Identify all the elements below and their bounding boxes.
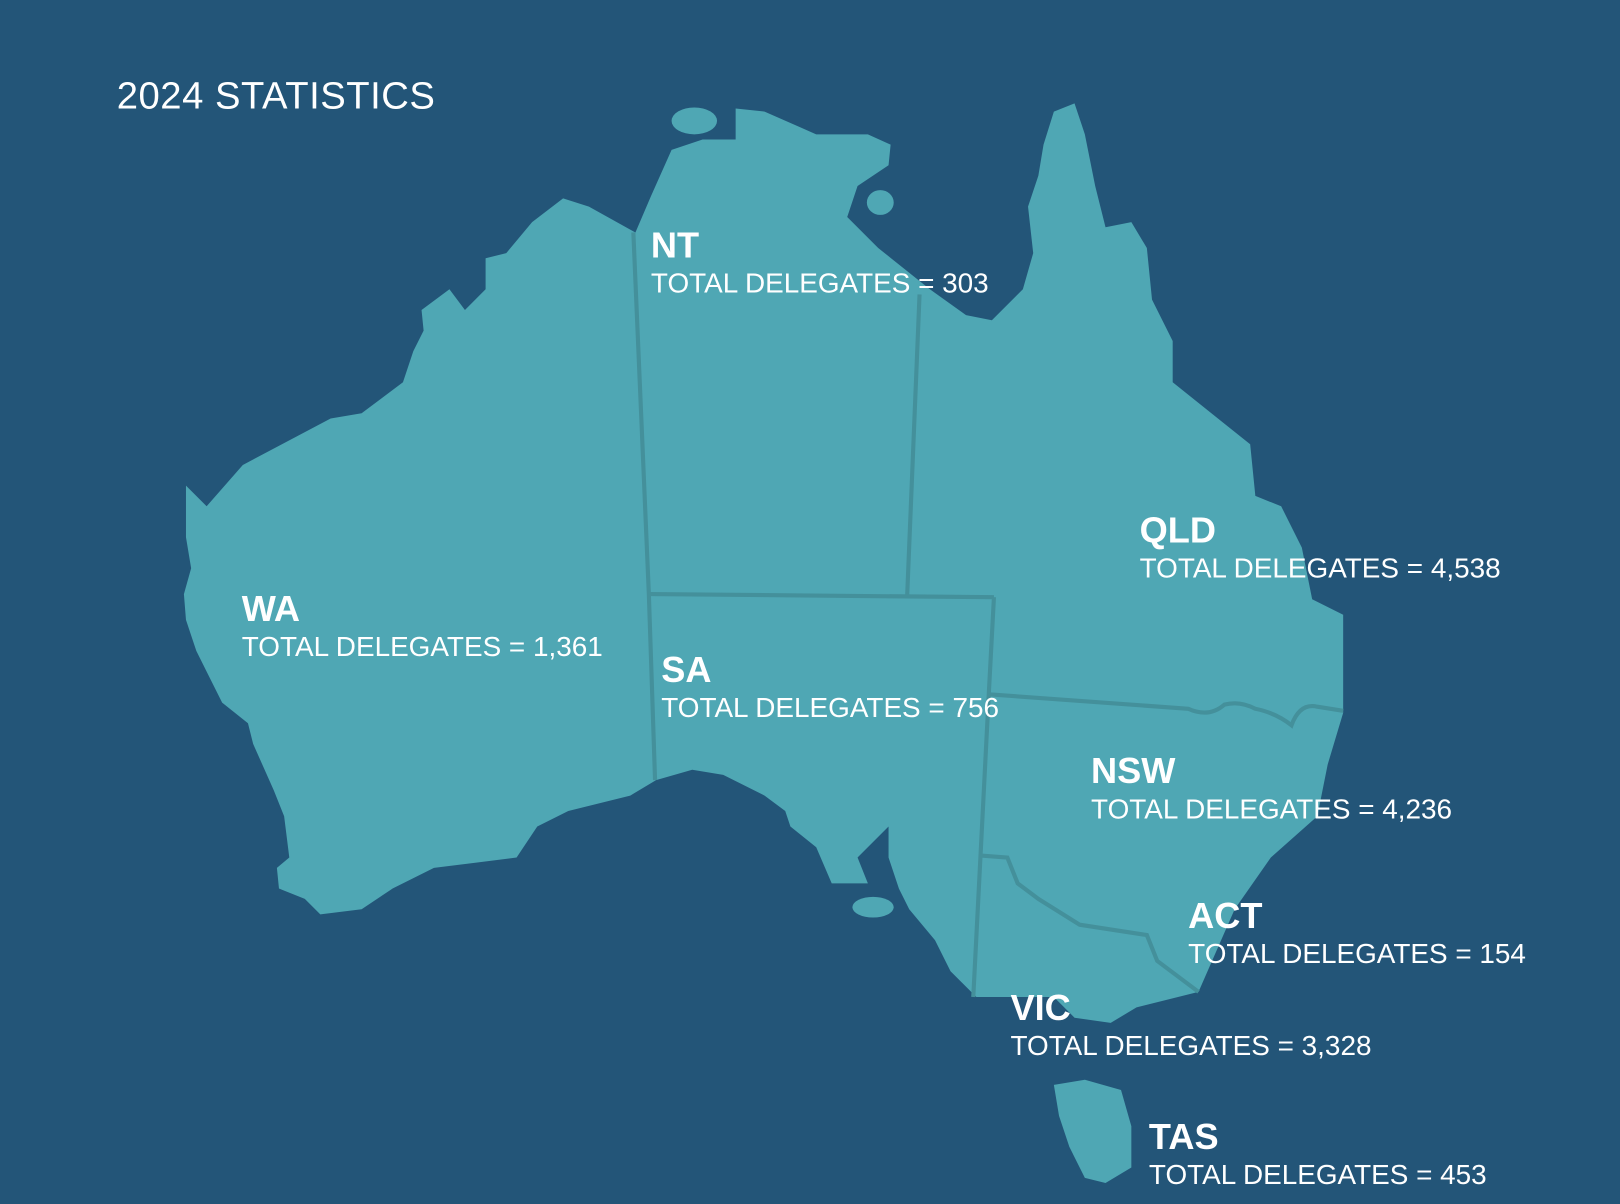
- region-label-qld: QLD TOTAL DELEGATES = 4,538: [1140, 512, 1501, 582]
- region-name: SA: [661, 649, 712, 691]
- region-total: TOTAL DELEGATES = 3,328: [1010, 1030, 1372, 1062]
- melville-island: [671, 107, 718, 135]
- region-label-act: ACT TOTAL DELEGATES = 154: [1188, 898, 1526, 968]
- region-label-tas: TAS TOTAL DELEGATES = 453: [1149, 1119, 1487, 1189]
- region-total: TOTAL DELEGATES = 4,538: [1139, 552, 1501, 584]
- region-total: TOTAL DELEGATES = 1,361: [241, 631, 603, 663]
- region-total: TOTAL DELEGATES = 756: [661, 692, 999, 724]
- region-label-wa: WA TOTAL DELEGATES = 1,361: [242, 591, 603, 661]
- region-name: VIC: [1010, 987, 1071, 1029]
- groote-island: [866, 190, 894, 215]
- region-total: TOTAL DELEGATES = 154: [1188, 938, 1526, 970]
- sa-east-border: [971, 597, 997, 998]
- region-total: TOTAL DELEGATES = 303: [650, 267, 989, 299]
- page-title: 2024 STATISTICS: [116, 74, 436, 117]
- region-name: ACT: [1188, 895, 1263, 937]
- region-name: NSW: [1091, 751, 1176, 792]
- region-name: NT: [650, 225, 700, 266]
- region-total: TOTAL DELEGATES = 453: [1148, 1159, 1487, 1191]
- region-label-nt: NT TOTAL DELEGATES = 303: [651, 227, 989, 297]
- region-name: TAS: [1148, 1116, 1219, 1158]
- region-name: QLD: [1139, 510, 1216, 551]
- region-label-vic: VIC TOTAL DELEGATES = 3,328: [1010, 990, 1371, 1060]
- region-name: WA: [241, 588, 301, 630]
- state-borders: [631, 232, 1344, 998]
- mainland-shape: [183, 103, 1344, 1023]
- tasmania-shape: [1053, 1079, 1132, 1184]
- region-label-nsw: NSW TOTAL DELEGATES = 4,236: [1091, 753, 1452, 823]
- kangaroo-island: [852, 896, 894, 918]
- region-total: TOTAL DELEGATES = 4,236: [1091, 793, 1453, 825]
- nsw-vic-border: [979, 853, 1200, 994]
- region-label-sa: SA TOTAL DELEGATES = 756: [661, 652, 999, 722]
- nt-sa-border: [648, 592, 994, 600]
- qld-nsw-border: [988, 692, 1344, 729]
- nt-qld-border: [905, 294, 922, 597]
